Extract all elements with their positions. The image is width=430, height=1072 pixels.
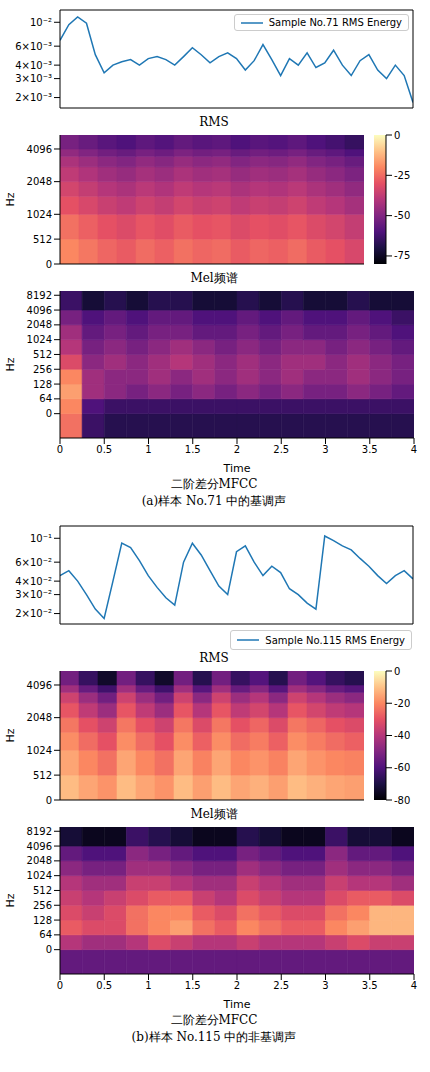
svg-text:3: 3 [322, 980, 328, 991]
svg-text:2048: 2048 [27, 319, 52, 330]
svg-text:4096: 4096 [27, 144, 52, 155]
svg-text:2048: 2048 [27, 712, 52, 723]
html-text:(a)样本 No.71 中的基调声: (a)样本 No.71 中的基调声 [141, 494, 287, 508]
svg-text:-50: -50 [394, 210, 410, 221]
svg-text:6×10⁻³: 6×10⁻³ [15, 41, 52, 52]
svg-text:0: 0 [46, 795, 52, 806]
svg-text:2: 2 [234, 444, 240, 455]
html-text:Mel频谱: Mel频谱 [190, 807, 238, 821]
svg-text:4: 4 [411, 444, 417, 455]
svg-text:256: 256 [33, 900, 52, 911]
html-text:RMS: RMS [199, 651, 229, 665]
svg-text:0: 0 [57, 444, 63, 455]
svg-text:64: 64 [39, 393, 52, 404]
svg-text:128: 128 [33, 915, 52, 926]
html-text:(b)样本 No.115 中的非基调声: (b)样本 No.115 中的非基调声 [131, 1030, 297, 1044]
svg-text:1024: 1024 [27, 870, 52, 881]
svg-text:10⁻²: 10⁻² [30, 17, 52, 28]
svg-text:0: 0 [46, 259, 52, 270]
svg-text:3×10⁻³: 3×10⁻³ [15, 73, 52, 84]
html-text:Mel频谱: Mel频谱 [190, 271, 238, 285]
svg-text:512: 512 [33, 234, 52, 245]
svg-text:0.5: 0.5 [96, 980, 112, 991]
svg-text:3: 3 [322, 444, 328, 455]
svg-text:2: 2 [234, 980, 240, 991]
svg-text:0: 0 [46, 408, 52, 419]
svg-text:Time: Time [223, 998, 251, 1011]
svg-text:6×10⁻²: 6×10⁻² [15, 557, 52, 568]
svg-text:1024: 1024 [27, 745, 52, 756]
svg-text:-20: -20 [394, 698, 410, 709]
svg-text:4: 4 [411, 980, 417, 991]
html-text:Sample No.71 RMS Energy: Sample No.71 RMS Energy [268, 17, 402, 28]
svg-text:Hz: Hz [4, 893, 17, 907]
html-text:RMS: RMS [199, 115, 229, 129]
svg-text:1.5: 1.5 [185, 980, 201, 991]
svg-text:2048: 2048 [27, 176, 52, 187]
svg-text:8192: 8192 [27, 290, 52, 301]
html-text:二阶差分MFCC: 二阶差分MFCC [170, 477, 258, 491]
html-text:Sample No.115 RMS Energy: Sample No.115 RMS Energy [265, 634, 405, 646]
svg-text:2.5: 2.5 [273, 980, 289, 991]
svg-text:Time: Time [223, 462, 251, 475]
svg-text:3.5: 3.5 [362, 444, 378, 455]
svg-text:256: 256 [33, 364, 52, 375]
svg-text:512: 512 [33, 349, 52, 360]
svg-text:4×10⁻³: 4×10⁻³ [15, 60, 52, 71]
svg-text:1: 1 [145, 980, 151, 991]
svg-text:1: 1 [145, 444, 151, 455]
svg-text:4×10⁻²: 4×10⁻² [15, 576, 52, 587]
svg-text:Hz: Hz [4, 728, 17, 742]
svg-text:512: 512 [33, 770, 52, 781]
svg-text:2048: 2048 [27, 855, 52, 866]
svg-text:0: 0 [46, 944, 52, 955]
svg-text:2.5: 2.5 [273, 444, 289, 455]
svg-text:128: 128 [33, 379, 52, 390]
svg-text:-60: -60 [394, 762, 410, 773]
svg-text:-80: -80 [394, 795, 410, 806]
svg-text:0: 0 [57, 980, 63, 991]
html-text:二阶差分MFCC: 二阶差分MFCC [170, 1013, 258, 1027]
svg-text:10⁻¹: 10⁻¹ [30, 533, 52, 544]
svg-text:4096: 4096 [27, 305, 52, 316]
svg-text:4096: 4096 [27, 841, 52, 852]
svg-text:2×10⁻²: 2×10⁻² [15, 608, 52, 619]
svg-text:-75: -75 [394, 250, 410, 261]
svg-text:512: 512 [33, 885, 52, 896]
svg-text:1.5: 1.5 [185, 444, 201, 455]
svg-text:0: 0 [394, 130, 400, 141]
svg-text:Hz: Hz [4, 357, 17, 371]
svg-text:0: 0 [394, 666, 400, 677]
svg-text:3.5: 3.5 [362, 980, 378, 991]
svg-text:-25: -25 [394, 170, 410, 181]
svg-text:4096: 4096 [27, 680, 52, 691]
svg-text:3×10⁻²: 3×10⁻² [15, 589, 52, 600]
svg-text:8192: 8192 [27, 826, 52, 837]
svg-text:2×10⁻³: 2×10⁻³ [15, 92, 52, 103]
svg-text:-40: -40 [394, 730, 410, 741]
svg-text:1024: 1024 [27, 209, 52, 220]
svg-text:64: 64 [39, 929, 52, 940]
svg-text:Hz: Hz [4, 192, 17, 206]
svg-text:1024: 1024 [27, 334, 52, 345]
svg-text:0.5: 0.5 [96, 444, 112, 455]
